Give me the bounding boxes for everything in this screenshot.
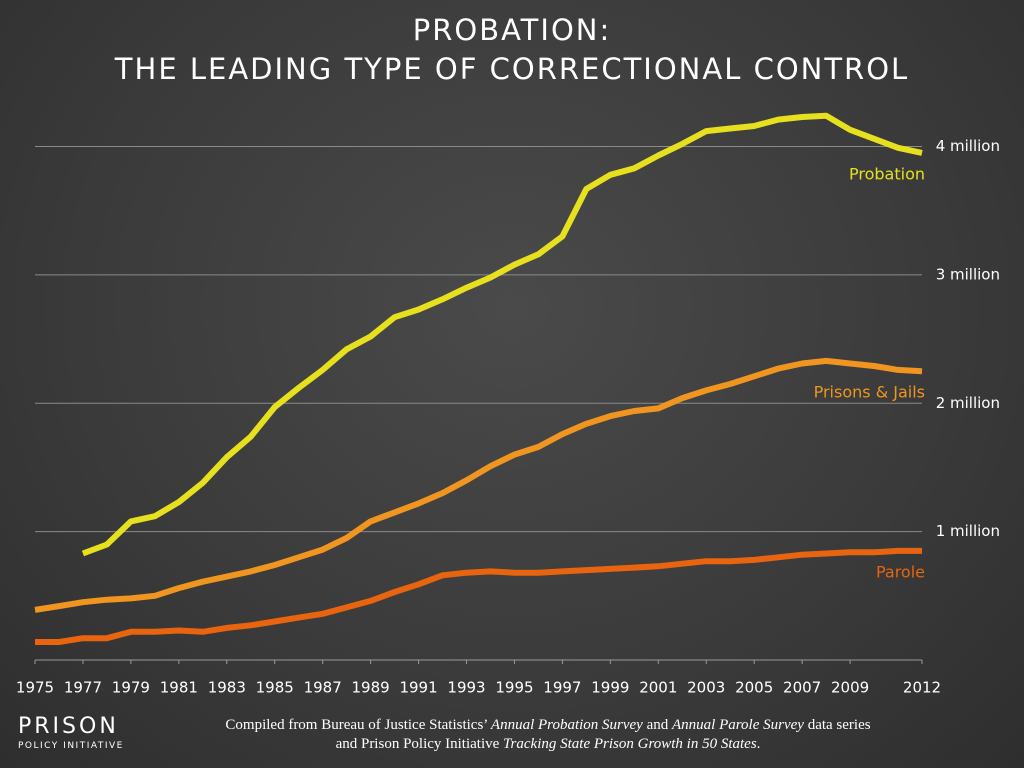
x-tick-label: 2007	[783, 679, 821, 697]
y-tick-label: 1 million	[936, 522, 1000, 540]
source-note: Compiled from Bureau of Justice Statisti…	[218, 716, 878, 754]
series-label: Parole	[876, 562, 925, 581]
source-text: Tracking State Prison Growth in 50 State…	[503, 736, 757, 752]
x-tick-label: 2012	[903, 679, 941, 697]
source-text: Compiled from Bureau of Justice Statisti…	[225, 717, 491, 733]
x-tick-label: 1989	[352, 679, 390, 697]
series-label: Prisons & Jails	[814, 383, 925, 402]
logo: POLICY INITIATIVE	[18, 741, 124, 751]
x-tick-label: 1977	[64, 679, 102, 697]
y-tick-label: 3 million	[936, 265, 1000, 283]
x-tick-label: 1991	[399, 679, 437, 697]
series-label: Probation	[849, 164, 925, 183]
source-text: data series and Prison Policy Initiative	[335, 717, 871, 752]
x-tick-label: 1975	[16, 679, 54, 697]
source-text: and	[642, 717, 673, 733]
y-tick-label: 4 million	[936, 137, 1000, 155]
x-tick-label: 1999	[591, 679, 629, 697]
y-tick-label: 2 million	[936, 394, 1000, 412]
chart-title: PROBATION:	[413, 13, 612, 47]
source-text: Annual Probation Survey	[490, 717, 643, 733]
x-tick-label: 2003	[687, 679, 725, 697]
series-line	[34, 357, 923, 613]
x-tick-label: 1995	[495, 679, 533, 697]
x-tick-label: 1985	[256, 679, 294, 697]
x-tick-label: 2009	[831, 679, 869, 697]
series-line	[35, 547, 922, 645]
logo: PRISON	[18, 714, 119, 739]
x-tick-label: 1997	[543, 679, 581, 697]
x-tick-label: 1979	[112, 679, 150, 697]
x-tick-label: 1987	[304, 679, 342, 697]
x-tick-label: 1993	[447, 679, 485, 697]
source-text: Annual Parole Survey	[672, 717, 804, 733]
x-tick-label: 1983	[208, 679, 246, 697]
x-tick-label: 1981	[160, 679, 198, 697]
series-line	[81, 112, 923, 557]
x-tick-label: 2001	[639, 679, 677, 697]
chart-subtitle: THE LEADING TYPE OF CORRECTIONAL CONTROL	[114, 52, 909, 86]
x-tick-label: 2005	[735, 679, 773, 697]
source-text: .	[756, 736, 761, 752]
